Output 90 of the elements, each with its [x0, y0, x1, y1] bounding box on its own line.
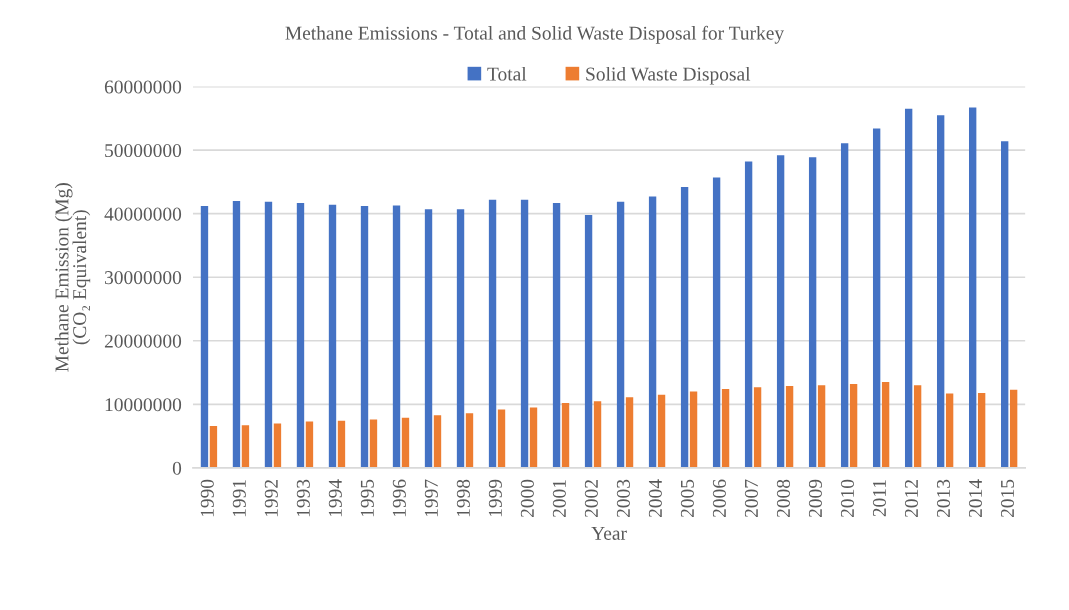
bar	[689, 391, 698, 468]
bar	[337, 420, 346, 468]
bar	[721, 389, 730, 468]
bar	[1009, 389, 1018, 468]
bar	[584, 214, 593, 468]
bar	[296, 202, 305, 468]
x-tick-label: 2004	[648, 479, 662, 518]
x-axis-title: Year	[591, 526, 627, 540]
x-tick-label: 2011	[872, 480, 886, 517]
bar	[497, 409, 506, 468]
x-tick-label: 2015	[1000, 479, 1015, 518]
bar	[392, 205, 401, 468]
y-tick-label: 30000000	[105, 271, 182, 285]
x-tick-label: 2001	[552, 480, 566, 518]
bar	[913, 385, 922, 468]
bar	[776, 155, 785, 468]
bar	[360, 206, 369, 468]
x-tick-label: 1992	[264, 480, 278, 517]
y-tick-label: 40000000	[104, 207, 182, 221]
bar	[808, 157, 817, 468]
bar	[273, 423, 282, 468]
legend-label: Total	[487, 66, 527, 81]
bar	[712, 177, 721, 468]
bar	[881, 382, 890, 468]
x-tick-label: 2008	[776, 479, 790, 518]
x-tick-label: 2010	[840, 479, 854, 518]
bar	[433, 415, 442, 468]
bar	[241, 425, 250, 468]
x-tick-label: 2009	[808, 479, 822, 518]
y-tick-label: 10000000	[105, 398, 182, 412]
bar	[529, 407, 538, 468]
x-tick-label: 1991	[232, 480, 246, 517]
bar	[904, 108, 913, 468]
bar	[680, 187, 689, 468]
x-tick-label: 1994	[328, 479, 342, 517]
bar	[200, 206, 209, 468]
legend-label: Solid Waste Disposal	[586, 66, 751, 85]
bar	[657, 394, 666, 468]
x-tick-label: 2006	[712, 479, 726, 518]
bar	[369, 419, 378, 468]
bar	[424, 209, 433, 468]
bar	[969, 107, 977, 468]
bar	[753, 387, 762, 468]
x-tick-label: 2014	[968, 479, 983, 518]
x-tick-label: 2007	[744, 479, 758, 518]
x-tick-label: 1997	[424, 479, 438, 517]
y-tick-label: 50000000	[105, 143, 182, 158]
bar	[945, 393, 954, 468]
x-tick-label: 2000	[520, 479, 534, 518]
bar	[616, 201, 625, 468]
bar	[785, 385, 794, 468]
x-tick-label: 1990	[200, 479, 214, 517]
bar	[561, 403, 570, 468]
x-tick-label: 1999	[488, 479, 502, 517]
bar	[872, 128, 881, 468]
x-tick-label: 1996	[392, 479, 406, 517]
bar	[1001, 141, 1009, 468]
bar	[264, 201, 273, 468]
bar	[328, 204, 337, 468]
x-tick-label: 2002	[584, 480, 598, 518]
y-tick-label: 0	[172, 461, 182, 475]
bar	[840, 143, 849, 468]
x-tick-label: 1993	[296, 479, 310, 517]
y-axis-title: Methane Emission (Mg) (CO₂ Equivalent)	[54, 183, 91, 372]
bar	[520, 199, 529, 468]
bar	[456, 209, 465, 468]
bar	[305, 421, 314, 468]
x-tick-label: 1995	[360, 479, 374, 517]
x-tick-label: 1998	[456, 479, 470, 517]
x-tick-label: 2013	[936, 479, 951, 518]
bar	[465, 413, 474, 468]
bar	[552, 202, 561, 468]
bar	[401, 417, 410, 468]
y-tick-label: 60000000	[104, 80, 182, 94]
bar	[977, 392, 986, 468]
bar	[488, 199, 497, 468]
bar	[744, 161, 753, 468]
bar	[593, 401, 602, 468]
bar	[936, 115, 945, 468]
bar	[817, 385, 826, 468]
bar	[625, 397, 634, 468]
x-tick-label: 2005	[680, 479, 694, 518]
bar	[849, 383, 858, 468]
bar	[209, 425, 218, 468]
chart-title: Methane Emissions - Total and Solid Waste Disposal for Turkey	[285, 25, 785, 44]
y-tick-label: 20000000	[104, 334, 182, 348]
bar	[232, 200, 241, 468]
bar	[648, 196, 657, 468]
x-tick-label: 2003	[616, 479, 630, 518]
x-tick-label: 2012	[904, 480, 919, 518]
